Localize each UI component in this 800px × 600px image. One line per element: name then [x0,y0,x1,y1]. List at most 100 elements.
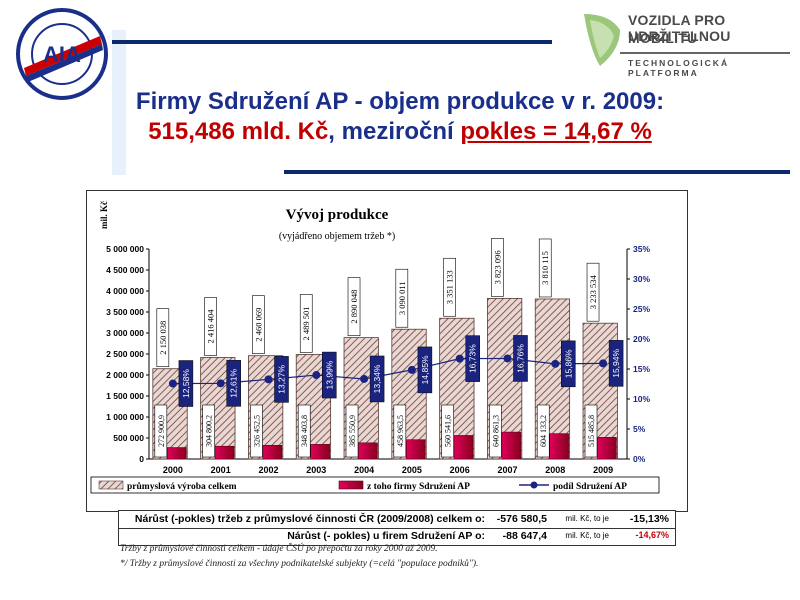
y-tick-label: 1 000 000 [106,412,144,422]
share-point [503,354,512,363]
bar-aia [358,442,378,460]
summary-row-total: Nárůst (-pokles) tržeb z průmyslové činn… [119,511,675,529]
bar-aia-label-box [536,404,550,458]
bar-total-label: 3 090 011 [397,281,407,315]
x-tick-label: 2001 [211,465,231,475]
bar-total-label: 2 489 501 [301,306,311,340]
y-tick-label: 5 000 000 [106,244,144,254]
bar-aia-label: 385 550,9 [348,415,357,447]
bar-aia-label: 458 963,5 [396,415,405,447]
y2-tick-label: 5% [633,424,646,434]
y2-tick-label: 20% [633,334,650,344]
share-label: 16,76% [516,344,526,373]
y-tick-label: 0 [139,454,144,464]
share-label-box [608,340,624,387]
chart-subtitle: (vyjádřeno objemem tržeb *) [279,231,395,242]
share-point [168,379,177,388]
bar-aia-label: 326 452,5 [252,415,261,447]
summary-aia-label: Nárůst (- pokles) u firem Sdružení AP o: [287,530,485,542]
legend-label-total: průmyslová výroba celkem [127,481,237,492]
bar-aia-label: 515 485,8 [587,415,596,447]
bar-aia-label-box [154,404,168,458]
bar-aia-label-box [393,404,407,458]
decor-blue-strip [112,30,126,175]
slide-title-line2: 515,486 mld. Kč, meziroční pokles = 14,6… [0,118,800,146]
share-label: 13,99% [324,360,334,389]
title-decline: pokles = 14,67 % [460,118,652,145]
share-label-box [178,360,194,407]
legend-swatch-share-point [530,481,538,489]
bar-total-label-box [252,295,265,354]
x-tick-label: 2000 [163,465,183,475]
summary-box: Nárůst (-pokles) tržeb z průmyslové činn… [118,510,676,546]
bar-total-label: 3 823 096 [492,250,502,284]
x-tick-label: 2002 [258,465,278,475]
y-tick-label: 2 500 000 [106,349,144,359]
summary-total-unit: mil. Kč, to je [565,514,609,523]
y-tick-label: 4 500 000 [106,265,144,275]
bar-aia-label-box [202,404,215,458]
summary-total-label: Nárůst (-pokles) tržeb z průmyslové činn… [134,513,485,525]
footnote-source: Tržby z průmyslové činnosti celkem - úda… [120,544,438,554]
y-tick-label: 3 000 000 [106,328,144,338]
share-label: 12,61% [229,368,239,397]
bar-total-label-box [491,238,504,297]
aia-logo: AIA [16,8,108,100]
share-label: 12,58% [181,369,191,398]
bar-total-label-box [347,277,361,336]
bar-total-label-box [443,257,456,317]
y2-tick-label: 35% [633,244,650,254]
share-label-box [226,360,241,407]
bar-total-label-box [586,262,600,322]
bar-total-label: 2 460 069 [253,308,263,342]
x-tick-label: 2006 [450,465,470,475]
share-point [551,359,560,368]
summary-aia-pct: -14,67% [635,530,669,540]
summary-total-pct: -15,13% [629,513,669,525]
share-point [407,365,416,374]
bar-aia [214,445,235,460]
share-label-box [322,351,337,399]
footnote-definition: */ Tržby z průmyslové činnosti za všechn… [120,559,479,569]
y2-tick-label: 30% [633,274,650,284]
summary-aia-unit: mil. Kč, to je [565,531,609,540]
y-tick-label: 2 000 000 [106,370,144,380]
platform-logo-line2: MOBILITU [628,30,698,46]
bar-aia-label: 304 800,2 [205,415,214,447]
bar-aia-label: 560 541,6 [444,415,453,447]
share-point [312,371,321,380]
bar-aia [405,439,426,460]
share-label: 14,85% [420,355,430,384]
bar-aia [549,433,569,460]
share-label-box [513,335,528,382]
share-label-box [274,356,289,403]
y2-tick-label: 15% [633,364,650,374]
share-label: 13,34% [372,364,382,393]
bar-aia-label-box [489,404,502,458]
summary-row-aia: Nárůst (- pokles) u firem Sdružení AP o:… [119,528,675,545]
legend-label-aia: z toho firmy Sdružení AP [367,482,470,492]
production-chart: Vývoj produkce (vyjádřeno objemem tržeb *… [90,201,660,494]
y-axis-label: mil. Kč [99,201,109,229]
bar-total-label: 3 810 115 [540,251,550,285]
bar-aia [453,435,474,460]
decor-mid-bar [284,170,790,174]
share-label-box [417,346,433,394]
x-tick-label: 2009 [593,465,613,475]
legend-label-share: podíl Sdružení AP [553,482,627,492]
share-label: 13,27% [277,365,287,394]
bar-total-label: 3 351 133 [445,270,455,304]
share-label-box [465,335,480,382]
share-label: 15,86% [563,349,573,378]
share-point [216,379,225,388]
share-point [360,374,369,383]
legend-swatch-total [98,480,124,490]
bar-total-label: 3 233 534 [588,274,598,309]
bar-aia-label-box [345,404,359,458]
share-label: 15,94% [611,349,621,378]
bar-total-label: 2 416 404 [206,309,216,344]
bar-total-label-box [395,268,409,328]
y-tick-label: 4 000 000 [106,286,144,296]
bar-aia-label-box [584,404,598,458]
bar-aia-label: 272 900,9 [157,415,166,447]
